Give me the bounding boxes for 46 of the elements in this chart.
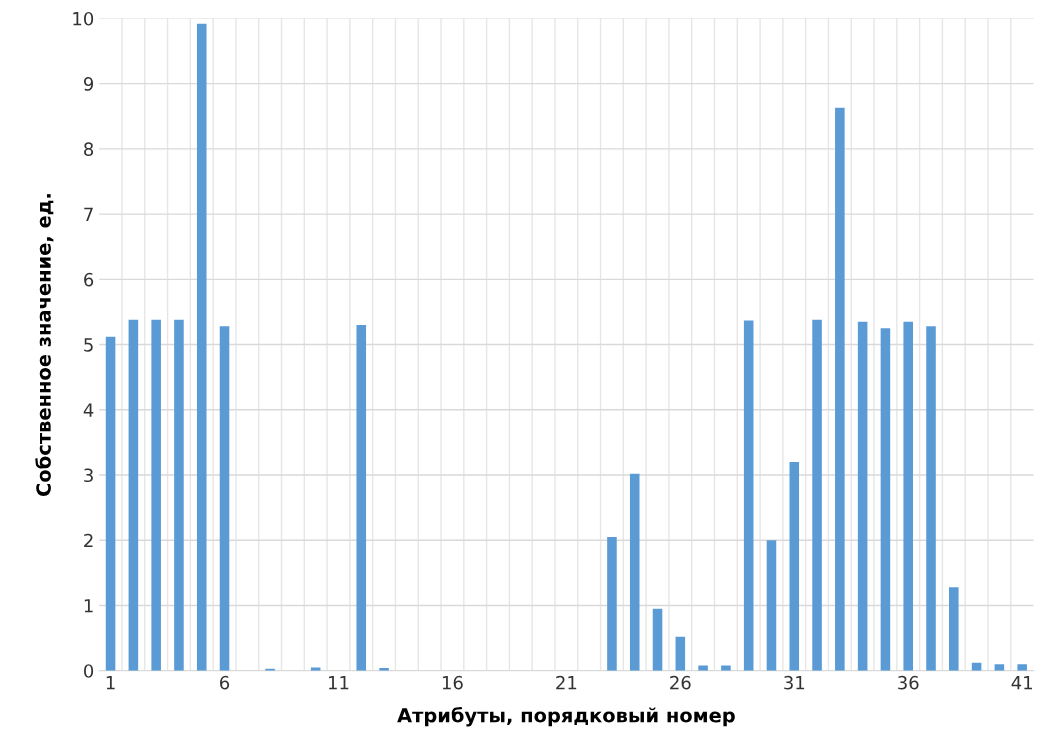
y-tick-label: 2 (84, 533, 93, 548)
bar (926, 326, 936, 671)
y-tick-label: 6 (84, 272, 94, 287)
bar (675, 636, 686, 671)
bar (766, 540, 777, 671)
bar (151, 319, 161, 671)
y-tick-label: 7 (84, 207, 93, 221)
bar (607, 536, 617, 671)
bar (903, 321, 913, 671)
bar (652, 608, 663, 671)
bar (835, 107, 845, 671)
x-tick-label: 11 (328, 676, 349, 690)
y-axis-title: Собственное значение, ед. (35, 194, 54, 496)
x-tick-label: 31 (784, 675, 805, 690)
y-tick-label: 1 (84, 599, 93, 613)
x-tick-label: 36 (898, 675, 919, 690)
bar (629, 473, 640, 671)
bar (219, 326, 230, 671)
bar (721, 665, 731, 671)
y-tick-label: 9 (83, 77, 94, 91)
y-tick-label: 8 (84, 142, 94, 156)
bar (880, 328, 891, 671)
bar (174, 319, 184, 671)
bar (857, 321, 868, 671)
bar (949, 587, 959, 671)
x-tick-label: 1 (106, 676, 115, 690)
y-tick-label: 3 (84, 468, 93, 483)
x-tick-label: 26 (670, 675, 691, 690)
x-tick-label: 16 (442, 675, 463, 690)
x-tick-label: 21 (556, 675, 577, 690)
x-tick-label: 41 (1011, 676, 1032, 690)
bar (1017, 664, 1027, 671)
bar (128, 319, 139, 671)
y-tick-label: 4 (83, 403, 94, 417)
bar (698, 665, 708, 671)
bar (743, 320, 754, 671)
bar (812, 319, 822, 671)
y-tick-label: 0 (84, 664, 94, 678)
bar (196, 23, 207, 671)
y-tick-label: 10 (73, 11, 94, 26)
bar (105, 336, 116, 671)
x-axis-title: Атрибуты, порядковый номер (397, 706, 735, 727)
y-tick-label: 5 (84, 338, 93, 352)
bar (356, 324, 367, 671)
bar (789, 461, 800, 671)
x-tick-label: 6 (220, 675, 230, 690)
